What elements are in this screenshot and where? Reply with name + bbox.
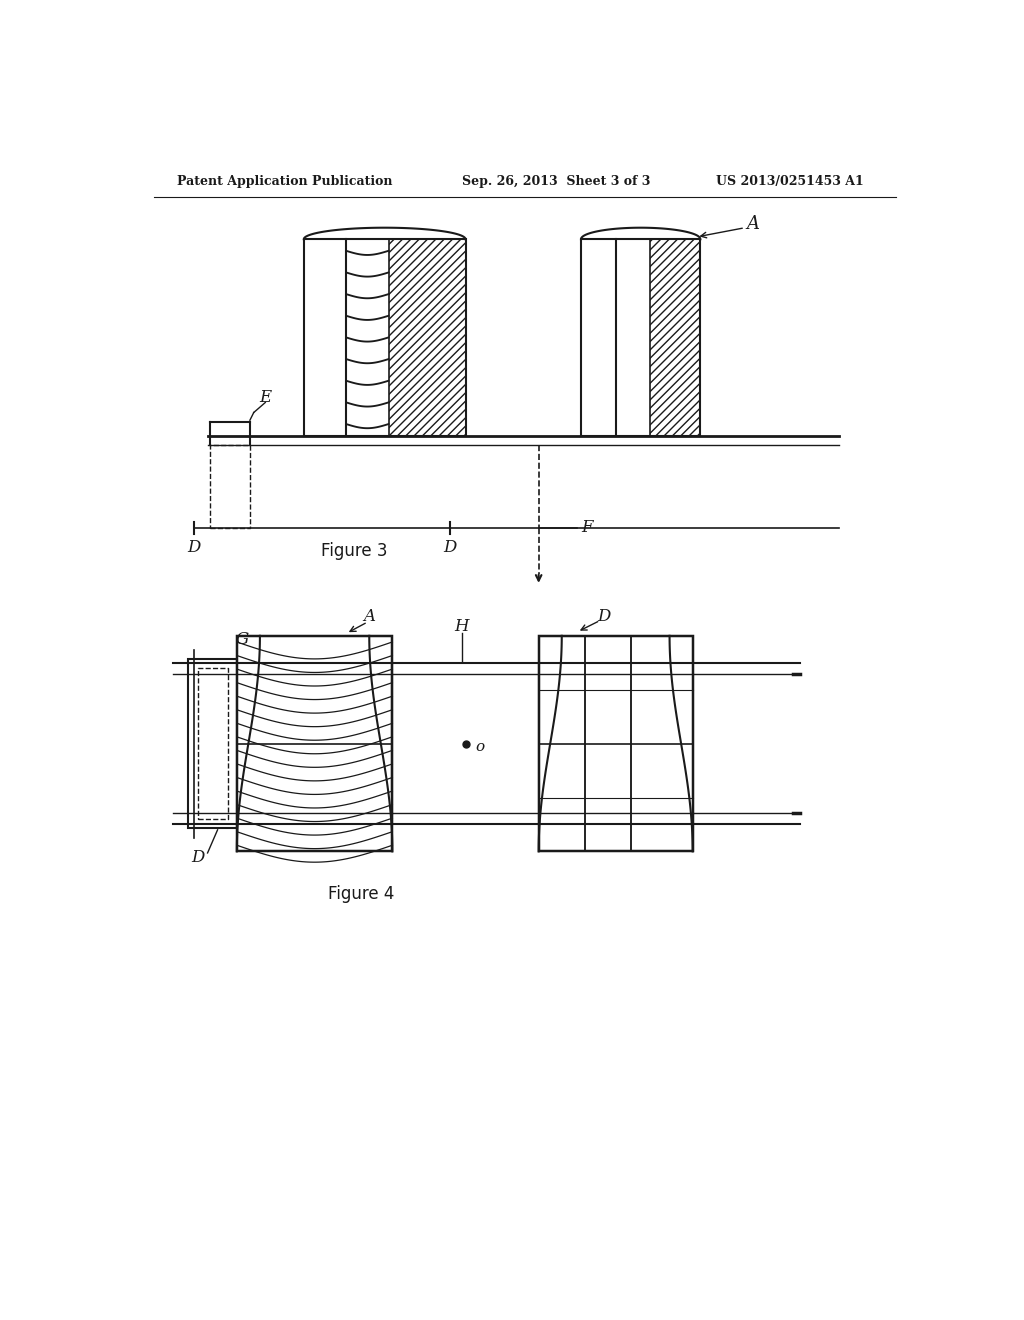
Text: D: D bbox=[443, 539, 457, 556]
Bar bbox=[237, 636, 392, 851]
Bar bbox=[650, 239, 700, 436]
Text: G: G bbox=[236, 631, 249, 648]
Text: F: F bbox=[581, 520, 593, 536]
Bar bbox=[388, 239, 466, 436]
Text: Figure 4: Figure 4 bbox=[329, 884, 394, 903]
Text: Figure 3: Figure 3 bbox=[321, 543, 387, 560]
Bar bbox=[581, 239, 700, 436]
Text: Sep. 26, 2013  Sheet 3 of 3: Sep. 26, 2013 Sheet 3 of 3 bbox=[462, 176, 650, 187]
Bar bbox=[304, 239, 466, 436]
Text: H: H bbox=[455, 618, 469, 635]
Bar bbox=[539, 636, 692, 851]
Text: D: D bbox=[597, 609, 610, 626]
Text: US 2013/0251453 A1: US 2013/0251453 A1 bbox=[716, 176, 863, 187]
Text: D: D bbox=[187, 539, 201, 556]
Text: A: A bbox=[364, 609, 375, 626]
Text: D: D bbox=[191, 849, 205, 866]
Bar bbox=[188, 659, 237, 829]
Text: E: E bbox=[259, 388, 271, 405]
Text: Patent Application Publication: Patent Application Publication bbox=[177, 176, 392, 187]
Text: o: o bbox=[475, 741, 484, 755]
Text: A: A bbox=[746, 215, 760, 232]
